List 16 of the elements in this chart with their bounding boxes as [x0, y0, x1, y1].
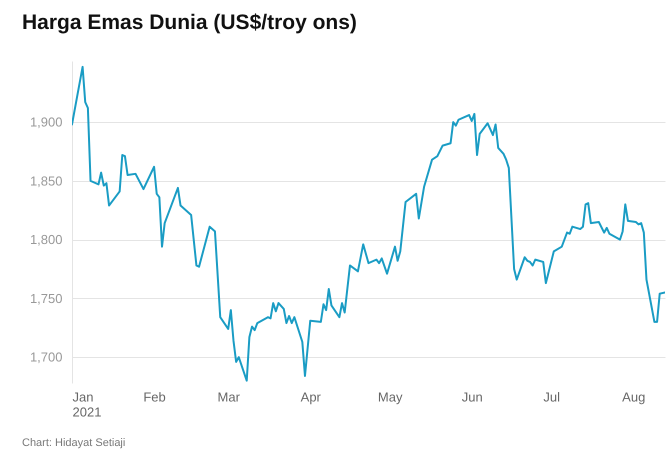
- y-tick-label: 1,800: [30, 232, 62, 248]
- x-tick-label: Mar: [217, 390, 241, 404]
- x-tick-label: Jun: [462, 390, 483, 404]
- text: Chart: Hidayat Setiaji: [22, 437, 126, 449]
- chart-title: Harga Emas Dunia (US$/troy ons): [22, 11, 357, 34]
- y-tick-label: 1,750: [30, 290, 62, 306]
- x-tick-label: May: [378, 390, 403, 404]
- y-tick-label: 1,900: [30, 114, 62, 130]
- x-tick-label: Jul: [543, 390, 560, 404]
- y-tick-label: 1,700: [30, 350, 62, 365]
- x-tick-label: Jan 2021: [72, 390, 102, 420]
- x-tick-label: Feb: [143, 390, 166, 404]
- line-series: [72, 66, 665, 382]
- x-tick-label: Aug: [622, 390, 646, 404]
- x-tick-label: Apr: [300, 390, 322, 404]
- y-tick-label: 1,850: [30, 173, 62, 188]
